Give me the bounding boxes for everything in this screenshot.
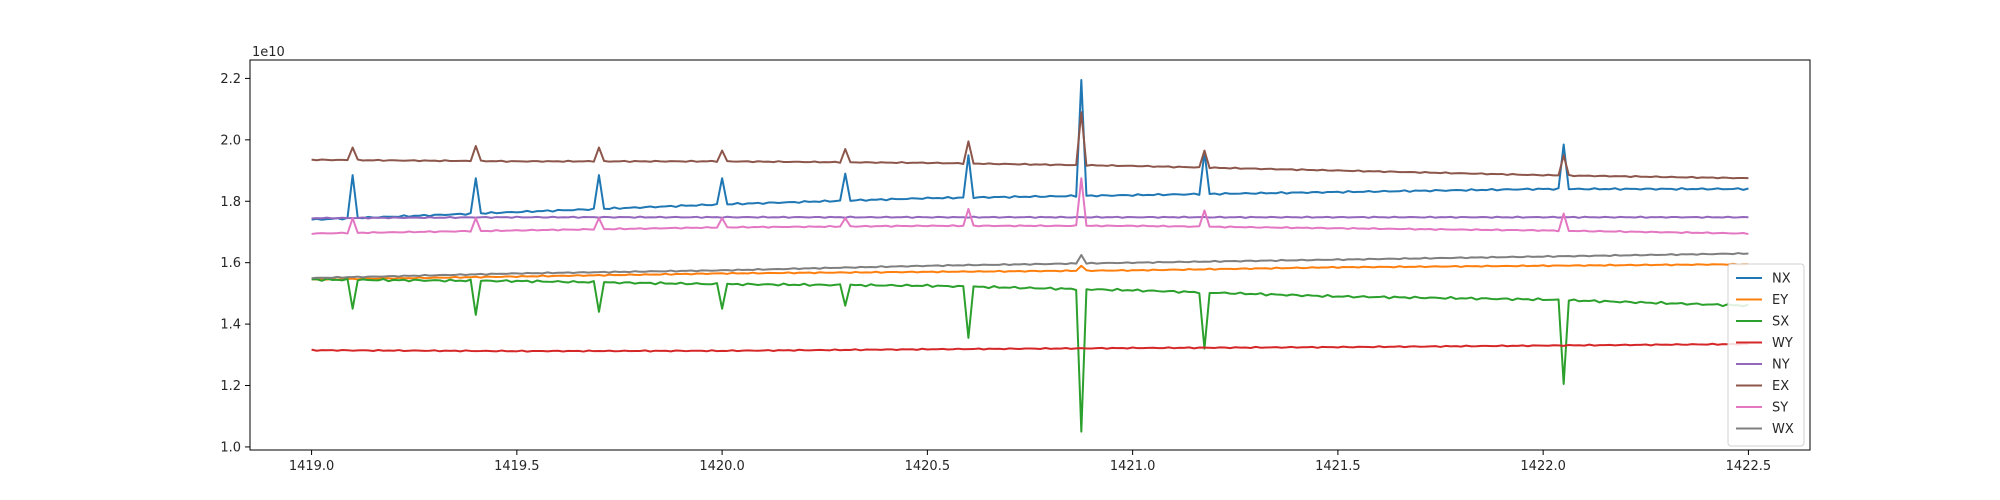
legend-label: EY: [1772, 293, 1788, 308]
plot-area: [249, 59, 1811, 451]
legend: NX EY SX WY NY EX SY WX: [1727, 263, 1805, 447]
series-line-sy: [311, 177, 1749, 236]
series-line-ey: [311, 262, 1749, 281]
x-axis: 1419.0 1419.5 1420.0 1420.5 1421.0 1421.5 1422…: [289, 450, 1771, 474]
legend-label: WY: [1772, 336, 1793, 351]
legend-label: SX: [1772, 315, 1789, 330]
x-tick-label: 1419.5: [494, 459, 540, 474]
series-line-ny: [311, 215, 1749, 220]
x-tick-label: 1420.0: [699, 459, 745, 474]
x-tick-label: 1422.0: [1520, 459, 1566, 474]
x-tick-label: 1421.0: [1110, 459, 1156, 474]
legend-label: SY: [1772, 401, 1788, 416]
legend-label: NY: [1772, 358, 1790, 373]
series-line-ex: [311, 111, 1749, 180]
series-line-nx: [311, 78, 1749, 221]
series-line-sx: [311, 277, 1749, 433]
plot-frame: [249, 59, 1811, 451]
series-line-wx: [311, 252, 1749, 280]
y-axis: 1.0 1.2 1.4 1.6 1.8 2.0 2.2: [220, 72, 250, 455]
y-tick-label: 1.4: [220, 318, 241, 333]
x-tick-label: 1420.5: [905, 459, 951, 474]
series-layer: [311, 78, 1749, 433]
y-tick-label: 2.0: [220, 133, 241, 148]
y-tick-label: 2.2: [220, 72, 241, 87]
y-offset-label: 1e10: [252, 45, 285, 60]
y-tick-label: 1.2: [220, 379, 241, 394]
y-tick-label: 1.6: [220, 256, 241, 271]
y-tick-label: 1.0: [220, 440, 241, 455]
legend-label: WX: [1772, 422, 1794, 437]
legend-frame: [1727, 263, 1805, 447]
legend-label: NX: [1772, 272, 1791, 287]
x-tick-label: 1422.5: [1726, 459, 1772, 474]
y-tick-label: 1.8: [220, 195, 241, 210]
series-line-wy: [311, 342, 1749, 353]
legend-label: EX: [1772, 379, 1789, 394]
x-tick-label: 1419.0: [289, 459, 335, 474]
x-tick-label: 1421.5: [1315, 459, 1361, 474]
